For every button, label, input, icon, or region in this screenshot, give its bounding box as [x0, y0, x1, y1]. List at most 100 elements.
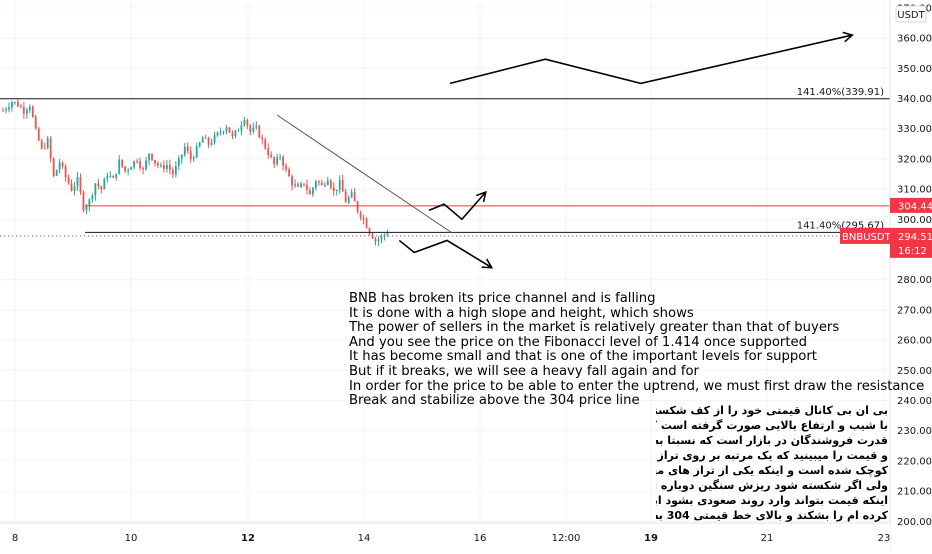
candle-body	[109, 175, 112, 177]
candle-body	[192, 157, 195, 160]
candle-body	[136, 161, 138, 163]
time-tick-label: 19	[644, 533, 658, 544]
candle-body	[5, 109, 7, 111]
candle-body	[332, 187, 335, 191]
symbol-tag	[840, 227, 890, 244]
candle-body	[31, 106, 34, 117]
candle-body	[121, 159, 124, 167]
note-line-fa: بی ان بی کانال قیمتی خود را از کف شکسته …	[656, 404, 888, 417]
note-line: Break and stabilize above the 304 price …	[349, 393, 640, 409]
candle-body	[267, 148, 270, 156]
candle-body	[279, 156, 282, 158]
currency-badge[interactable]	[895, 5, 927, 23]
note-line: And you see the price on the Fibonacci l…	[349, 334, 807, 350]
price-tick-label: 200.00	[897, 517, 932, 528]
candle-body	[225, 127, 228, 132]
note-line: It is done with a high slope and height,…	[349, 305, 694, 321]
candle-body	[282, 156, 285, 166]
candle-body	[207, 137, 210, 145]
note-line-fa: با شیب و ارتفاع بالایی صورت گرفته است که…	[656, 419, 888, 432]
projection-rise	[428, 191, 487, 221]
candle-body	[58, 162, 61, 170]
note-line-fa: ولی اگر شکسته شود ریزش سنگین دوباره ای ر…	[656, 479, 888, 492]
note-line: It has become small and that is one of t…	[349, 349, 817, 365]
candle-body	[154, 160, 156, 164]
candle-body	[234, 130, 237, 137]
fib-label-lower: 141.40%(295.67)	[797, 220, 884, 231]
candle-body	[219, 132, 222, 134]
analysis-note-en: BNB has broken its price channel and is …	[349, 291, 925, 409]
price-tick-label: 210.00	[897, 487, 932, 498]
projection-drop	[398, 239, 493, 269]
candle-body	[285, 165, 287, 170]
price-tick-label: 350.00	[897, 64, 932, 75]
note-line-fa: کوچک شده است و اینکه یکی از تراز های مهم…	[656, 464, 888, 477]
time-tick-label: 12	[241, 533, 255, 544]
note-line: BNB has broken its price channel and is …	[349, 291, 656, 306]
price-axis[interactable]: 370.00360.00350.00340.00330.00320.00310.…	[840, 0, 932, 550]
candle-body	[213, 135, 216, 143]
candle-body	[91, 195, 94, 200]
price-tick-label: 220.00	[897, 456, 932, 467]
candle-body	[17, 101, 19, 107]
candle-body	[243, 119, 246, 126]
price-tick-label: 320.00	[897, 154, 932, 165]
price-axis-bg	[890, 0, 932, 550]
candle-body	[306, 184, 308, 191]
time-tick-label: 12:00	[552, 533, 581, 544]
candle-body	[291, 176, 293, 186]
candle-body	[34, 116, 37, 129]
note-line: But if it breaks, we will see a heavy fa…	[349, 363, 699, 379]
candle-body	[359, 211, 362, 218]
price-tick-label: 330.00	[897, 124, 932, 135]
candle-body	[344, 191, 347, 203]
candle-body	[249, 125, 252, 132]
candle-body	[303, 183, 305, 185]
candle-body	[338, 179, 341, 190]
candle-body	[70, 183, 73, 191]
candle-body	[82, 191, 85, 211]
time-axis[interactable]: 8 10 12 14 16 12:00 19 21 23	[0, 522, 890, 550]
candle-body	[22, 107, 25, 114]
candle-body	[246, 119, 249, 126]
candle-body	[380, 236, 383, 240]
candle-body	[124, 166, 127, 172]
candle-body	[43, 148, 46, 150]
candle-body	[2, 110, 4, 112]
note-line-fa: کرده ام را بشکند و بالای خط قیمتی 304 به…	[656, 509, 888, 522]
price-tag	[890, 227, 932, 258]
candle-body	[130, 167, 133, 170]
price-tag-value: 294.51	[898, 232, 932, 243]
candle-body	[347, 197, 350, 203]
note-line-fa: قدرت فروشندگان در بازار است که نسبتا به …	[656, 434, 888, 447]
candle-body	[79, 176, 82, 192]
time-tick-label: 14	[358, 533, 371, 544]
price-tick-label: 280.00	[897, 275, 932, 286]
currency-badge-label: USDT	[897, 10, 925, 21]
candle-body	[309, 190, 311, 195]
candle-body	[294, 184, 296, 186]
candle-body	[198, 142, 201, 147]
candle-body	[28, 106, 31, 111]
note-line-fa: اینکه قیمت بتواند وارد روند صعودی بشود ا…	[656, 494, 888, 507]
candle-body	[300, 183, 302, 187]
candle-body	[237, 130, 240, 132]
candle-body	[142, 168, 144, 170]
candle-body	[228, 127, 231, 133]
candle-body	[106, 176, 109, 179]
candle-body	[261, 137, 264, 140]
candle-body	[55, 169, 58, 177]
candle-body	[133, 161, 136, 168]
candle-body	[180, 154, 183, 159]
candle-body	[88, 199, 91, 207]
candle-body	[118, 159, 121, 174]
note-line: In order for the price to be able to ent…	[349, 378, 925, 394]
candle-body	[356, 201, 359, 212]
fib-label-upper: 141.40%(339.91)	[797, 87, 884, 98]
candle-body	[25, 110, 28, 114]
candle-body	[353, 192, 356, 202]
price-tick-label: 360.00	[897, 34, 932, 45]
candle-body	[61, 162, 64, 167]
